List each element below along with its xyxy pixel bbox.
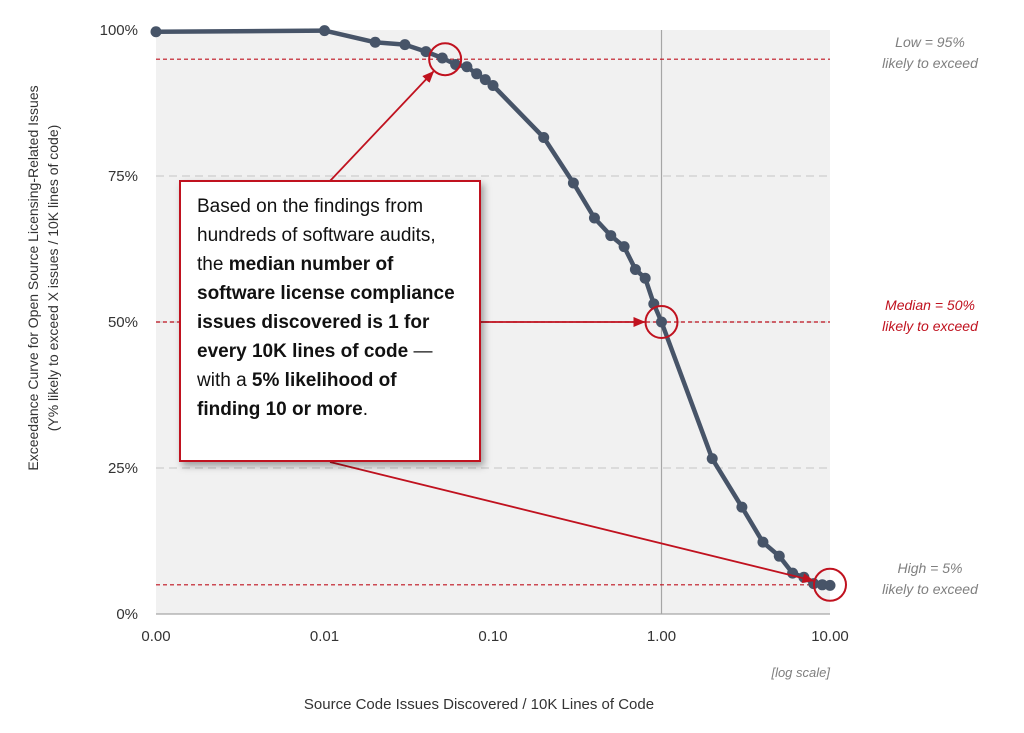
data-point: [399, 39, 411, 51]
data-point: [487, 79, 499, 91]
x-tick-label: 0.10: [478, 628, 507, 645]
highlight-circle: [428, 42, 463, 77]
x-scale-note: [log scale]: [770, 665, 830, 680]
x-tick-label: 0.01: [310, 628, 339, 645]
reference-label: likely to exceed: [882, 581, 979, 597]
data-point: [618, 241, 630, 253]
data-point: [639, 272, 651, 284]
series-exceedance-curve: [150, 25, 836, 591]
data-point: [471, 68, 483, 80]
reference-label: likely to exceed: [882, 318, 979, 334]
data-point: [461, 61, 473, 73]
y-axis-title-line2: (Y% likely to exceed X issues / 10K line…: [45, 125, 61, 432]
y-tick-label: 100%: [100, 22, 138, 39]
callout-bold-median: median number of software license compli…: [197, 254, 455, 362]
data-point: [588, 212, 600, 224]
reference-label: High = 5%: [898, 560, 963, 576]
data-point: [629, 263, 641, 275]
data-point: [319, 25, 330, 37]
data-point: [436, 52, 448, 64]
data-point: [369, 36, 381, 48]
reference-label: Median = 50%: [885, 297, 975, 313]
data-point: [605, 230, 617, 242]
y-tick-label: 0%: [116, 606, 138, 623]
reference-label: Low = 95%: [895, 34, 965, 50]
axis-labels: Source Code Issues Discovered / 10K Line…: [25, 85, 830, 713]
reference-lines: Low = 95% likely to exceed Median = 50% lik…: [156, 34, 979, 597]
callout-text-2: — with a: [197, 341, 433, 391]
data-point: [150, 26, 162, 38]
x-axis-title: Source Code Issues Discovered / 10K Line…: [304, 696, 654, 713]
y-tick-label: 75%: [108, 168, 138, 185]
data-point: [567, 177, 579, 189]
y-axis-title-line1: Exceedance Curve for Open Source Licensi…: [25, 85, 41, 470]
arrow-to-low: [329, 70, 435, 182]
x-tick-label: 1.00: [647, 628, 676, 645]
data-point: [656, 316, 667, 328]
highlight-circle: [644, 305, 679, 339]
data-point: [773, 550, 785, 562]
callout-arrows: [329, 70, 815, 583]
y-tick-label: 25%: [108, 460, 138, 477]
highlight-circles: [428, 42, 847, 602]
arrow-to-high: [329, 461, 815, 583]
x-tick-label: 10.00: [811, 628, 849, 645]
axes: 0% 25% 50% 75% 100% 0.00 0.01 0.10 1.00 10.00: [100, 22, 849, 645]
data-point: [479, 74, 491, 86]
x-tick-label: 0.00: [141, 628, 170, 645]
data-point: [757, 536, 769, 548]
reference-label: likely to exceed: [882, 55, 979, 71]
highlight-circle: [813, 567, 847, 602]
callout-text-1: Based on the findings from hundreds of s…: [197, 196, 436, 275]
data-point: [538, 131, 550, 143]
data-point: [420, 46, 432, 58]
y-tick-label: 50%: [108, 314, 138, 331]
callout-box: Based on the findings from hundreds of s…: [179, 180, 481, 462]
callout-bold-likelihood: 5% likelihood of finding 10 or more: [197, 370, 397, 420]
callout-text-3: .: [362, 399, 369, 420]
data-point: [824, 579, 836, 591]
data-point: [736, 501, 748, 513]
data-point: [706, 453, 718, 465]
